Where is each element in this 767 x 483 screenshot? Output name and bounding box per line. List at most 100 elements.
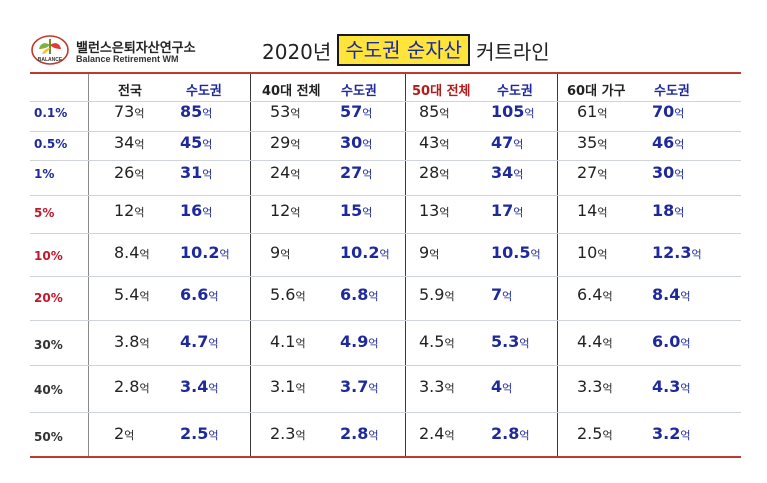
table-cell: 5.9억 [419, 285, 455, 304]
table-cell: 9억 [270, 243, 290, 262]
table-cell: 3.4억 [180, 377, 218, 396]
cell-value: 35 [577, 133, 598, 152]
row-label: 0.5% [34, 137, 68, 151]
cell-unit: 억 [202, 138, 213, 151]
column-header-40s: 40대 전체 [262, 84, 321, 99]
cell-value: 31 [180, 163, 203, 182]
cell-value: 12 [114, 201, 135, 220]
table-cell: 12.3억 [652, 243, 702, 262]
title-suffix: 커트라인 [476, 39, 550, 64]
table-cell: 73억 [114, 102, 144, 121]
logo-icon: BALANCE [31, 35, 69, 65]
cell-value: 5.3 [491, 332, 520, 351]
cell-value: 10.5 [491, 243, 531, 262]
cell-unit: 억 [368, 382, 379, 395]
cell-value: 2.4 [419, 424, 445, 443]
cell-unit: 억 [139, 382, 150, 395]
cell-value: 4.3 [652, 377, 681, 396]
cell-value: 10.2 [180, 243, 220, 262]
cell-unit: 억 [680, 429, 691, 442]
page-title: 2020년 수도권 순자산 커트라인 [262, 34, 550, 66]
cell-value: 5.9 [419, 285, 445, 304]
cell-value: 15 [340, 201, 363, 220]
row-label: 1% [34, 167, 55, 181]
cell-unit: 억 [513, 168, 524, 181]
cell-value: 18 [652, 201, 675, 220]
cell-value: 2 [114, 424, 125, 443]
cell-unit: 억 [439, 107, 450, 120]
cell-unit: 억 [429, 248, 440, 261]
cell-unit: 억 [134, 168, 145, 181]
table-cell: 17억 [491, 201, 523, 220]
cell-unit: 억 [362, 107, 373, 120]
cell-unit: 억 [290, 168, 301, 181]
table-cell: 15억 [340, 201, 372, 220]
cell-unit: 억 [439, 138, 450, 151]
table-cell: 3.8억 [114, 332, 150, 351]
cell-unit: 억 [680, 290, 691, 303]
table-cell: 12억 [114, 201, 144, 220]
table-cell: 7억 [491, 285, 512, 304]
cell-unit: 억 [368, 337, 379, 350]
table-cell: 5.6억 [270, 285, 306, 304]
table-cell: 34억 [491, 163, 523, 182]
table-cell: 2.5억 [180, 424, 218, 443]
table-cell: 10.5억 [491, 243, 541, 262]
table-cell: 2.3억 [270, 424, 306, 443]
column-header-capital: 수도권 [654, 84, 690, 99]
row-divider [30, 412, 741, 413]
cell-unit: 억 [674, 107, 685, 120]
cell-value: 4.5 [419, 332, 445, 351]
table-cell: 30억 [340, 133, 372, 152]
table-cell: 3.3억 [577, 377, 613, 396]
row-divider [30, 365, 741, 366]
cell-value: 4.9 [340, 332, 369, 351]
cell-unit: 억 [674, 138, 685, 151]
cell-value: 105 [491, 102, 525, 121]
cell-value: 2.8 [114, 377, 140, 396]
cell-unit: 억 [134, 107, 145, 120]
cell-unit: 억 [674, 168, 685, 181]
cell-unit: 억 [597, 206, 608, 219]
cell-value: 6.6 [180, 285, 209, 304]
cell-value: 2.3 [270, 424, 296, 443]
cell-unit: 억 [295, 290, 306, 303]
cell-unit: 억 [513, 138, 524, 151]
table-cell: 6.6억 [180, 285, 218, 304]
cell-value: 3.8 [114, 332, 140, 351]
cell-unit: 억 [295, 429, 306, 442]
table-cell: 5.4억 [114, 285, 150, 304]
row-label: 40% [34, 383, 63, 397]
cell-unit: 억 [519, 337, 530, 350]
cell-value: 13 [419, 201, 440, 220]
cell-unit: 억 [597, 248, 608, 261]
cell-unit: 억 [139, 248, 150, 261]
table-cell: 2.8억 [340, 424, 378, 443]
cell-value: 6.0 [652, 332, 681, 351]
cell-value: 57 [340, 102, 363, 121]
cell-unit: 억 [680, 337, 691, 350]
cell-unit: 억 [290, 206, 301, 219]
column-header-capital: 수도권 [186, 84, 222, 99]
cell-value: 3.2 [652, 424, 681, 443]
table-cell: 8.4억 [114, 243, 150, 262]
table-cell: 10.2억 [180, 243, 230, 262]
cell-unit: 억 [602, 290, 613, 303]
row-label: 50% [34, 430, 63, 444]
cell-unit: 억 [362, 138, 373, 151]
cell-unit: 억 [524, 107, 535, 120]
cell-unit: 억 [444, 290, 455, 303]
cell-unit: 억 [368, 429, 379, 442]
cell-value: 5.4 [114, 285, 140, 304]
cell-unit: 억 [597, 107, 608, 120]
cell-value: 3.4 [180, 377, 209, 396]
row-divider [30, 276, 741, 277]
table-cell: 43억 [419, 133, 449, 152]
row-divider [30, 101, 741, 102]
cell-unit: 억 [134, 138, 145, 151]
cell-value: 12.3 [652, 243, 692, 262]
cell-value: 4.4 [577, 332, 603, 351]
table-cell: 3.3억 [419, 377, 455, 396]
cell-value: 14 [577, 201, 598, 220]
table-cell: 8.4억 [652, 285, 690, 304]
